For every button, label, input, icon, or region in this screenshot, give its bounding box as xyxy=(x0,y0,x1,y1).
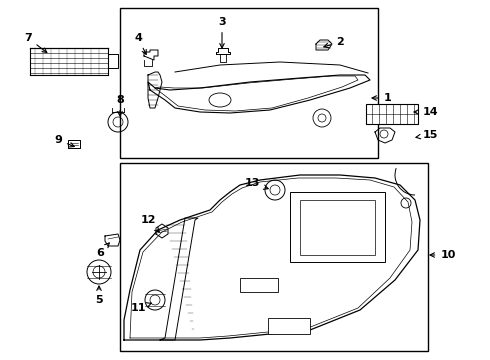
Text: 12: 12 xyxy=(140,215,159,232)
Text: 10: 10 xyxy=(430,250,456,260)
Bar xyxy=(120,8,378,158)
Text: 4: 4 xyxy=(134,33,146,54)
Bar xyxy=(120,163,428,351)
Bar xyxy=(366,104,418,124)
Text: 7: 7 xyxy=(24,33,47,53)
Text: 8: 8 xyxy=(116,95,124,116)
Text: 11: 11 xyxy=(130,303,151,313)
Text: 13: 13 xyxy=(245,178,268,189)
Text: 6: 6 xyxy=(96,243,109,258)
Text: 2: 2 xyxy=(324,37,344,48)
Text: 3: 3 xyxy=(218,17,226,48)
Text: 14: 14 xyxy=(414,107,438,117)
Text: 5: 5 xyxy=(95,286,103,305)
Bar xyxy=(300,200,375,255)
Bar xyxy=(268,318,310,334)
Text: 9: 9 xyxy=(54,135,74,147)
Text: 15: 15 xyxy=(416,130,438,140)
Bar xyxy=(290,192,385,262)
Bar xyxy=(240,278,278,292)
Text: 1: 1 xyxy=(372,93,392,103)
